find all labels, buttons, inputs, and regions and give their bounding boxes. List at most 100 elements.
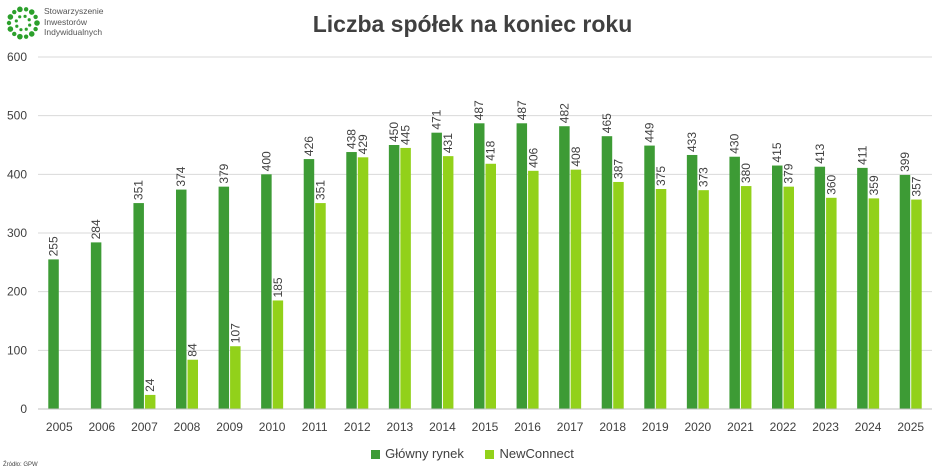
data-label: 399 [898, 152, 912, 172]
logo-dot [28, 23, 32, 27]
logo-dot [17, 33, 23, 40]
bar [729, 156, 740, 409]
legend-swatch-newconnect [485, 450, 495, 459]
bar [772, 165, 783, 409]
data-label: 379 [782, 163, 796, 183]
y-tick-label: 400 [7, 167, 27, 181]
bar [528, 170, 539, 409]
legend-item-main: Główny rynek [371, 446, 464, 461]
data-label: 360 [824, 174, 838, 194]
data-label: 418 [484, 140, 498, 160]
data-label: 255 [47, 236, 61, 256]
data-label: 107 [228, 323, 242, 343]
bar [601, 136, 613, 409]
y-tick-label: 500 [7, 109, 27, 123]
legend-swatch-main [371, 450, 381, 459]
data-label: 433 [685, 132, 699, 152]
x-tick-label: 2024 [855, 420, 882, 434]
x-tick-label: 2012 [344, 420, 371, 434]
bar [826, 197, 837, 409]
bar [388, 145, 400, 409]
data-label: 430 [728, 133, 742, 153]
source-note: Źródło: GPW [3, 462, 38, 468]
data-label: 351 [313, 180, 327, 200]
x-tick-label: 2023 [812, 420, 839, 434]
legend-label-main: Główny rynek [385, 446, 464, 461]
bar [613, 181, 624, 409]
y-tick-label: 300 [7, 226, 27, 240]
data-label: 284 [89, 219, 103, 239]
logo [6, 6, 40, 40]
y-tick-label: 600 [7, 50, 27, 64]
bar [357, 157, 369, 409]
y-tick-label: 100 [7, 343, 27, 357]
x-tick-label: 2015 [472, 420, 499, 434]
x-tick-label: 2010 [259, 420, 286, 434]
legend-item-newconnect: NewConnect [485, 446, 574, 461]
x-tick-label: 2005 [46, 420, 73, 434]
data-label: 445 [399, 125, 413, 145]
logo-dot [15, 24, 19, 28]
bar [899, 174, 911, 409]
bar [303, 159, 315, 409]
data-label: 431 [441, 133, 455, 153]
x-tick-label: 2021 [727, 420, 754, 434]
bar [261, 174, 272, 409]
chart-legend: Główny rynek NewConnect [0, 446, 945, 461]
x-tick-label: 2016 [514, 420, 541, 434]
bar-chart: 0 100 200 300 400 500 600 2005 255 2006 284 2007 351… [7, 50, 932, 434]
logo-dot [12, 31, 17, 37]
data-label: 415 [770, 142, 784, 162]
data-label: 471 [430, 109, 444, 129]
bar [740, 186, 752, 409]
bar [442, 156, 454, 409]
data-label: 185 [271, 277, 285, 297]
y-tick-label: 200 [7, 285, 27, 299]
bar [431, 132, 442, 409]
bar [814, 166, 826, 409]
data-label: 400 [259, 151, 273, 171]
data-label: 387 [611, 159, 625, 179]
data-label: 408 [569, 146, 583, 166]
bar [48, 259, 59, 409]
x-tick-label: 2007 [131, 420, 158, 434]
logo-dot [23, 14, 27, 18]
data-label: 465 [600, 113, 614, 133]
logo-dot [6, 20, 12, 26]
x-tick-label: 2009 [216, 420, 243, 434]
logo-dot [34, 20, 40, 26]
data-label: 487 [472, 100, 486, 120]
logo-dot [23, 7, 29, 12]
bar [644, 145, 655, 409]
x-tick-label: 2022 [770, 420, 797, 434]
data-label: 411 [855, 145, 869, 164]
bar [911, 199, 922, 409]
bar [346, 152, 357, 410]
bar [230, 346, 241, 409]
data-label: 482 [557, 103, 571, 123]
data-label: 379 [217, 163, 231, 183]
data-label: 450 [387, 122, 401, 142]
logo-dot [33, 26, 38, 32]
bar [176, 189, 187, 409]
bar [218, 186, 230, 409]
bar [144, 394, 156, 409]
data-label: 351 [132, 180, 146, 200]
data-label: 84 [186, 343, 200, 357]
bar [474, 123, 485, 409]
data-label: 375 [654, 166, 668, 186]
data-label: 426 [302, 136, 316, 156]
bar [516, 123, 528, 409]
logo-dot [17, 6, 23, 13]
logo-dot [27, 18, 31, 22]
bar [133, 203, 144, 409]
logo-dot [12, 9, 17, 15]
x-tick-label: 2017 [557, 420, 584, 434]
data-label: 429 [356, 134, 370, 154]
logo-dot [18, 15, 22, 19]
data-label: 380 [739, 163, 753, 183]
y-tick-label: 0 [20, 402, 27, 416]
data-label: 357 [909, 176, 923, 196]
x-tick-label: 2020 [685, 420, 712, 434]
bar [400, 147, 411, 409]
